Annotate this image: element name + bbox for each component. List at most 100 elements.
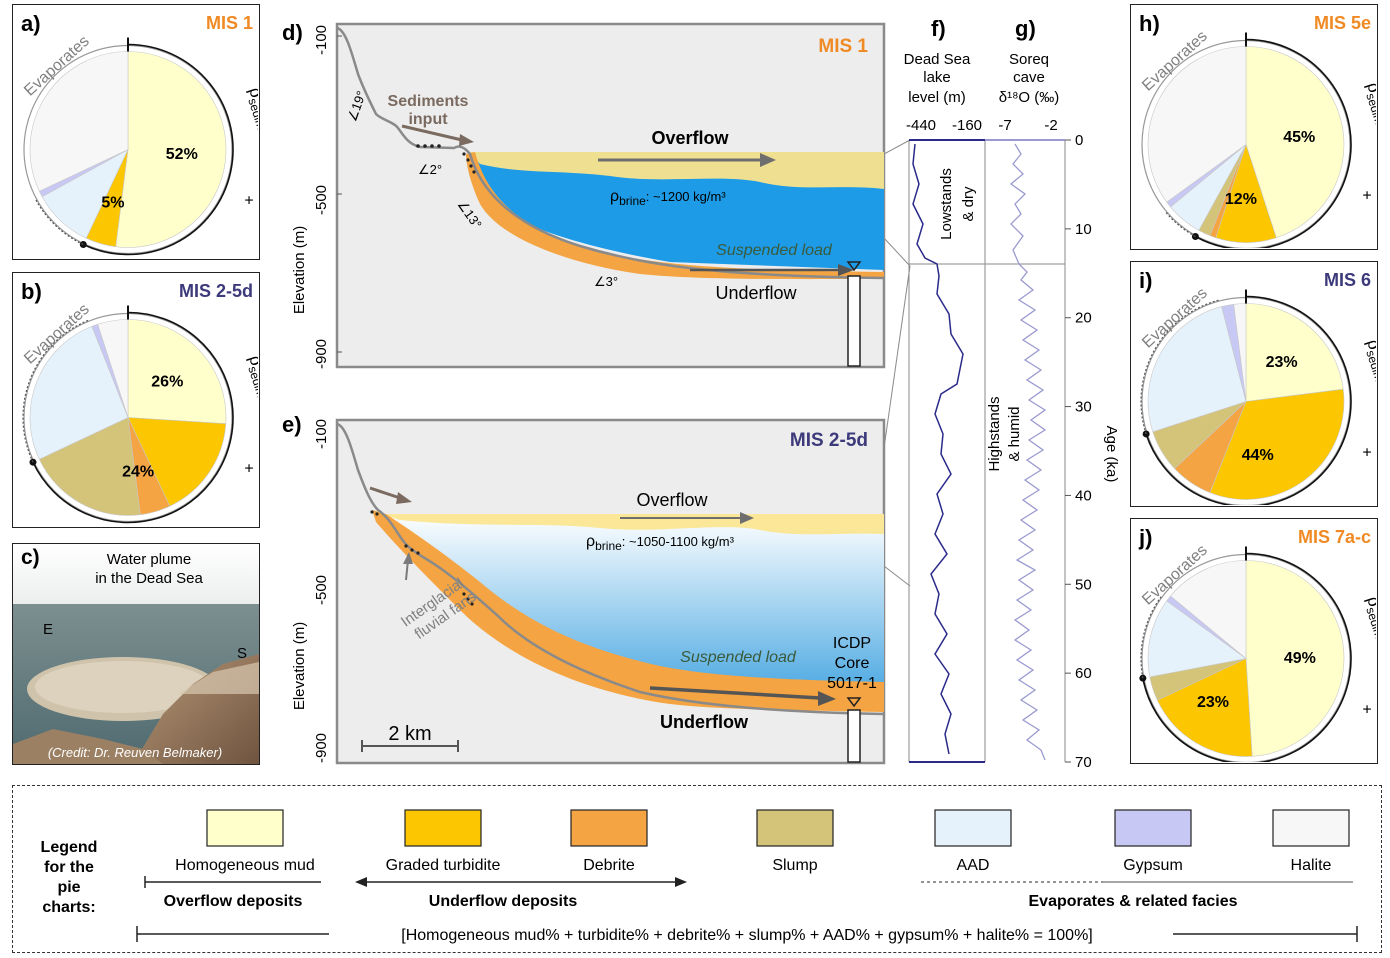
rho-sediments-a: ρsediments [245,85,275,153]
plus-sign-i: + [1362,445,1371,462]
e-tick-3: -900 [313,733,330,763]
rho-sediments-b: ρsediments [242,353,275,421]
pie-panel-b: b) MIS 2-5d Evaporates 26% 24% ρsediments + [12,272,276,528]
core-label-3: 5017-1 [827,675,877,692]
east-label: E [43,621,53,638]
d-tick-3: -900 [313,339,330,369]
f-tick-2: -160 [952,117,982,134]
legend-item-slump: Slump [772,857,817,874]
legend-item-gypsum: Gypsum [1123,857,1183,874]
pct-main-a: 52% [166,146,198,163]
core-label-1: ICDP [833,635,871,652]
photo-title-1: Water plume [107,551,191,568]
legend-item-graded-turbidite: Graded turbidite [386,857,501,874]
section-e-overflow: Overflow [636,490,708,510]
panel-label-b: b) [21,279,42,304]
legend-title-2: for the [44,859,94,876]
pie-slice-b-slump [38,417,141,516]
pie-mis-h: MIS 5e [1314,13,1371,33]
pct-main-j: 49% [1284,650,1316,667]
lowstands-label-2: & dry [960,186,977,222]
pie-slice-b-aad [29,325,129,460]
section-panel-d: d) MIS 1 Overflow Underflow Suspended lo… [280,14,900,374]
section-d-underflow: Underflow [715,283,797,303]
highstands-label-2: & humid [1006,406,1023,461]
legend-underflow: Underflow deposits [429,893,578,910]
brine-density-d: ρbrine: ~1200 kg/m³ [610,188,726,208]
section-d-mis: MIS 1 [818,36,868,57]
lowstands-label: Lowstands [938,168,955,240]
panel-label-c: c) [21,546,40,569]
density-arrow-head-h [1191,233,1199,241]
density-arc-a [82,43,234,256]
evaporates-arc-a [35,199,84,246]
evaporates-arc-b [22,319,90,463]
legend-evaporates: Evaporates & related facies [1029,893,1238,910]
highstands-label: Highstands [986,396,1003,471]
g-title-2: cave [1013,69,1045,86]
age-tick-label: 70 [1075,754,1092,771]
pie-panel-a: a) MIS 1 Evaporates 52% 5% ρsediments + [12,4,276,260]
pie-slice-a-halite [29,51,129,192]
panel-label-f: f) [931,16,946,41]
g-tick-2: -2 [1044,117,1057,134]
panel-label-e: e) [282,412,302,437]
pct-main-h: 45% [1283,129,1315,146]
pct-main-b: 26% [151,374,183,391]
d-tick-2: -500 [313,185,330,215]
pie-slice-j-aad [1147,600,1247,678]
photo-title-2: in the Dead Sea [95,570,203,587]
age-tick-label: 40 [1075,487,1092,504]
panel-label-j: j) [1138,525,1152,550]
evaporates-arc-i [1140,299,1221,435]
pct-inner-j: 23% [1197,694,1229,711]
pie-slice-j-halite [1170,560,1247,660]
svg-text:ρsediments: ρsediments [1360,337,1376,405]
age-tick-label: 10 [1075,221,1092,238]
water-plume-photo: c) Water plume in the Dead Sea E S (Cred… [13,544,259,764]
pie-slice-j-graded-turbidite [1156,658,1253,757]
legend-item-debrite: Debrite [583,857,635,874]
section-e-suspended: Suspended load [680,649,797,666]
density-arc-i [1145,295,1352,508]
density-arc-b [32,311,234,524]
pie-slice-i-graded-turbidite [1209,388,1345,500]
age-axis-label: Age (ka) [1103,426,1120,483]
pie-slice-j-homogeneous-mud [1245,560,1345,757]
pie-slice-b-graded-turbidite [127,417,227,507]
panel-label-g: g) [1015,16,1036,41]
evaporates-arc-j [1140,596,1162,679]
brine-density-e: ρbrine: ~1050-1100 kg/m³ [586,533,735,553]
pct-inner-h: 12% [1225,191,1257,208]
legend-item-aad: AAD [957,857,990,874]
section-e-underflow: Underflow [660,712,749,732]
evaporates-arc-h [1164,211,1196,238]
pie-slice-b-homogeneous-mud [127,319,227,424]
legend-panel: Legend for the pie charts: Homogeneous m… [12,785,1382,953]
pie-panel-i: i) MIS 6 Evaporates 23% 44% ρsediments + [1130,261,1390,508]
f-title-3: level (m) [908,89,966,106]
density-arrow-head-j [1139,674,1147,682]
f-title-2: lake [923,69,951,86]
panel-label-a: a) [21,11,41,36]
photo-credit: (Credit: Dr. Reuven Belmaker) [48,745,222,760]
age-tick-label: 50 [1075,576,1092,593]
pie-slice-i-homogeneous-mud [1245,303,1344,402]
section-d-overflow: Overflow [651,128,729,148]
plus-sign-j: + [1362,702,1371,719]
panel-label-h: h) [1139,11,1160,36]
legend-item-homogeneous-mud: Homogeneous mud [175,857,315,874]
pct-inner-a: 5% [101,194,124,211]
pct-inner-i: 44% [1242,447,1274,464]
time-series-panels: f) g) Dead Sea lake level (m) Soreq cave… [895,14,1125,774]
pie-mis-j: MIS 7a-c [1298,527,1371,547]
e-ylabel: Elevation (m) [291,622,308,710]
pie-panel-h: h) MIS 5e Evaporates 45% 12% ρsediments + [1130,4,1390,251]
svg-text:ρsediments: ρsediments [242,353,258,421]
legend-swatch-homogeneous-mud [206,809,284,847]
input-label: input [408,111,448,128]
age-tick-label: 60 [1075,665,1092,682]
